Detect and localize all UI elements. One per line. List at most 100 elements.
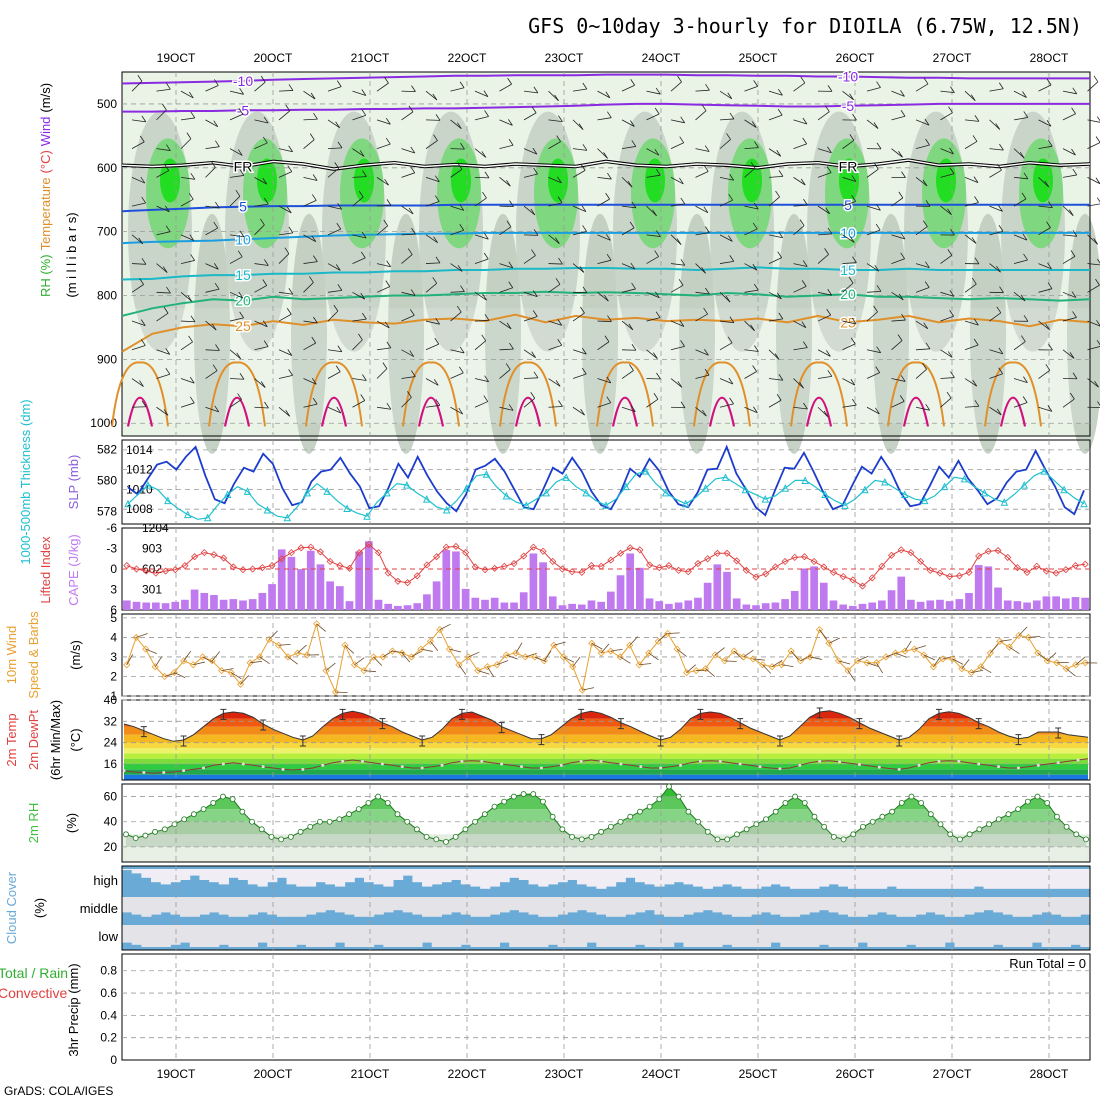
dewpoint-marker [1016,766,1020,770]
wind-barb-flag [1069,392,1075,400]
wind-barb-flag [1093,75,1099,83]
cape-bar [694,597,702,610]
wind-barb-flag [483,232,489,240]
wind-marker [996,637,1004,645]
wind-barb-flag [337,345,343,352]
wind-barb-flag [655,311,661,318]
chart-title: GFS 0~10day 3-hourly for DIOILA (6.75W, … [528,14,1082,38]
wind-barb [401,111,414,121]
cape-bar [394,605,402,610]
wind-barb-flag [408,207,414,215]
cloud-clear-cell [596,869,607,889]
li-ylabel: Lifted Index [38,536,53,604]
cloud-clear-cell [422,925,433,943]
cloud-clear-cell [509,925,520,947]
wind-barb [229,399,242,408]
cloud-clear-cell [431,925,442,947]
wind-barb [254,177,267,185]
wind-marker [806,653,814,661]
cloud-clear-cell [402,897,413,913]
wind-barb-flag [606,396,612,403]
cloud-clear-cell [915,897,926,915]
wind-barb [915,263,930,269]
wind-barb-flag [1095,278,1100,286]
wind-barb-flag [1046,78,1052,86]
wind-barb-flag [239,311,244,319]
wind-barb [373,656,383,666]
cape-bar [597,601,605,610]
rh-marker [123,831,129,838]
isotherm-label: 20 [840,286,856,302]
wind-speed-line [126,623,1086,694]
wind-barb-flag [456,305,462,313]
wind-barb [229,90,244,95]
wind-barb [352,291,365,300]
wind-barb-flag [457,163,463,170]
cloud-clear-cell [567,925,578,947]
wind-barb [180,402,195,408]
li-marker [975,552,983,560]
wind-marker [369,653,378,661]
wind-barb [254,224,265,236]
wind-barb [621,84,635,92]
thickness-marker [562,473,570,481]
wind-barb-flag [851,398,857,406]
dewpoint-marker [162,771,166,775]
wind-barb-flag [655,291,660,299]
li-marker [936,569,944,577]
thickness-marker [323,487,331,495]
temp-minmax-bar [737,718,744,730]
wind-barb-flag [1072,311,1077,318]
wind-barb [450,349,465,354]
wind-marker [635,661,643,669]
dewpoint-marker [142,771,146,775]
wind-barb-flag [238,291,244,299]
rh-plume-lower [1067,213,1100,454]
cloud-clear-cell [141,869,152,878]
wind-barb-flag [358,333,363,341]
wind-barb [1062,291,1077,298]
wind-barb [809,656,822,660]
wind-barb-flag [826,166,832,173]
wind-barb-flag [360,394,366,401]
wind-barb [695,374,710,379]
wind-barb-flag [1023,376,1028,383]
cloud-clear-cell [1060,869,1072,889]
cloud-clear-cell [247,925,259,947]
wind-barb [572,312,585,322]
wind-barb-flag [215,201,220,209]
wind-barb-flag [531,249,536,256]
wind-barb [205,406,219,413]
rh-plume-bright [257,158,277,203]
cloud-clear-cell [789,869,801,889]
wind-barb [523,205,536,216]
wind-barb [205,205,220,209]
rh-marker [821,823,828,830]
wind-barb-flag [974,400,980,407]
wind-barb [670,320,685,327]
li-marker [365,540,373,548]
wind-barb-flag [704,226,710,233]
cloud-layer-label: middle [80,901,118,916]
cloud-clear-cell [431,897,442,917]
wind-barb [563,656,575,663]
top-tick-label: 22OCT [448,51,487,65]
cape-bar [878,600,886,610]
top-tick-label: 21OCT [351,51,390,65]
rh-marker [404,818,411,825]
rh-band [126,834,1086,847]
wind-barb [499,226,512,236]
wind-marker [844,667,852,675]
warm-lobe-35 [126,396,154,427]
wind-barb [156,291,171,294]
rh-marker [927,811,934,818]
cape-bar [577,604,586,610]
wind-barb [842,320,857,325]
wind-barb [278,205,292,214]
wind-barb [915,406,930,411]
bottom-tick-label: 20OCT [254,1067,293,1081]
wind-barb [439,623,451,630]
wind-barb-flag [262,279,268,286]
dewpoint-marker [1036,763,1040,767]
wind-barb-flag [1047,282,1053,289]
